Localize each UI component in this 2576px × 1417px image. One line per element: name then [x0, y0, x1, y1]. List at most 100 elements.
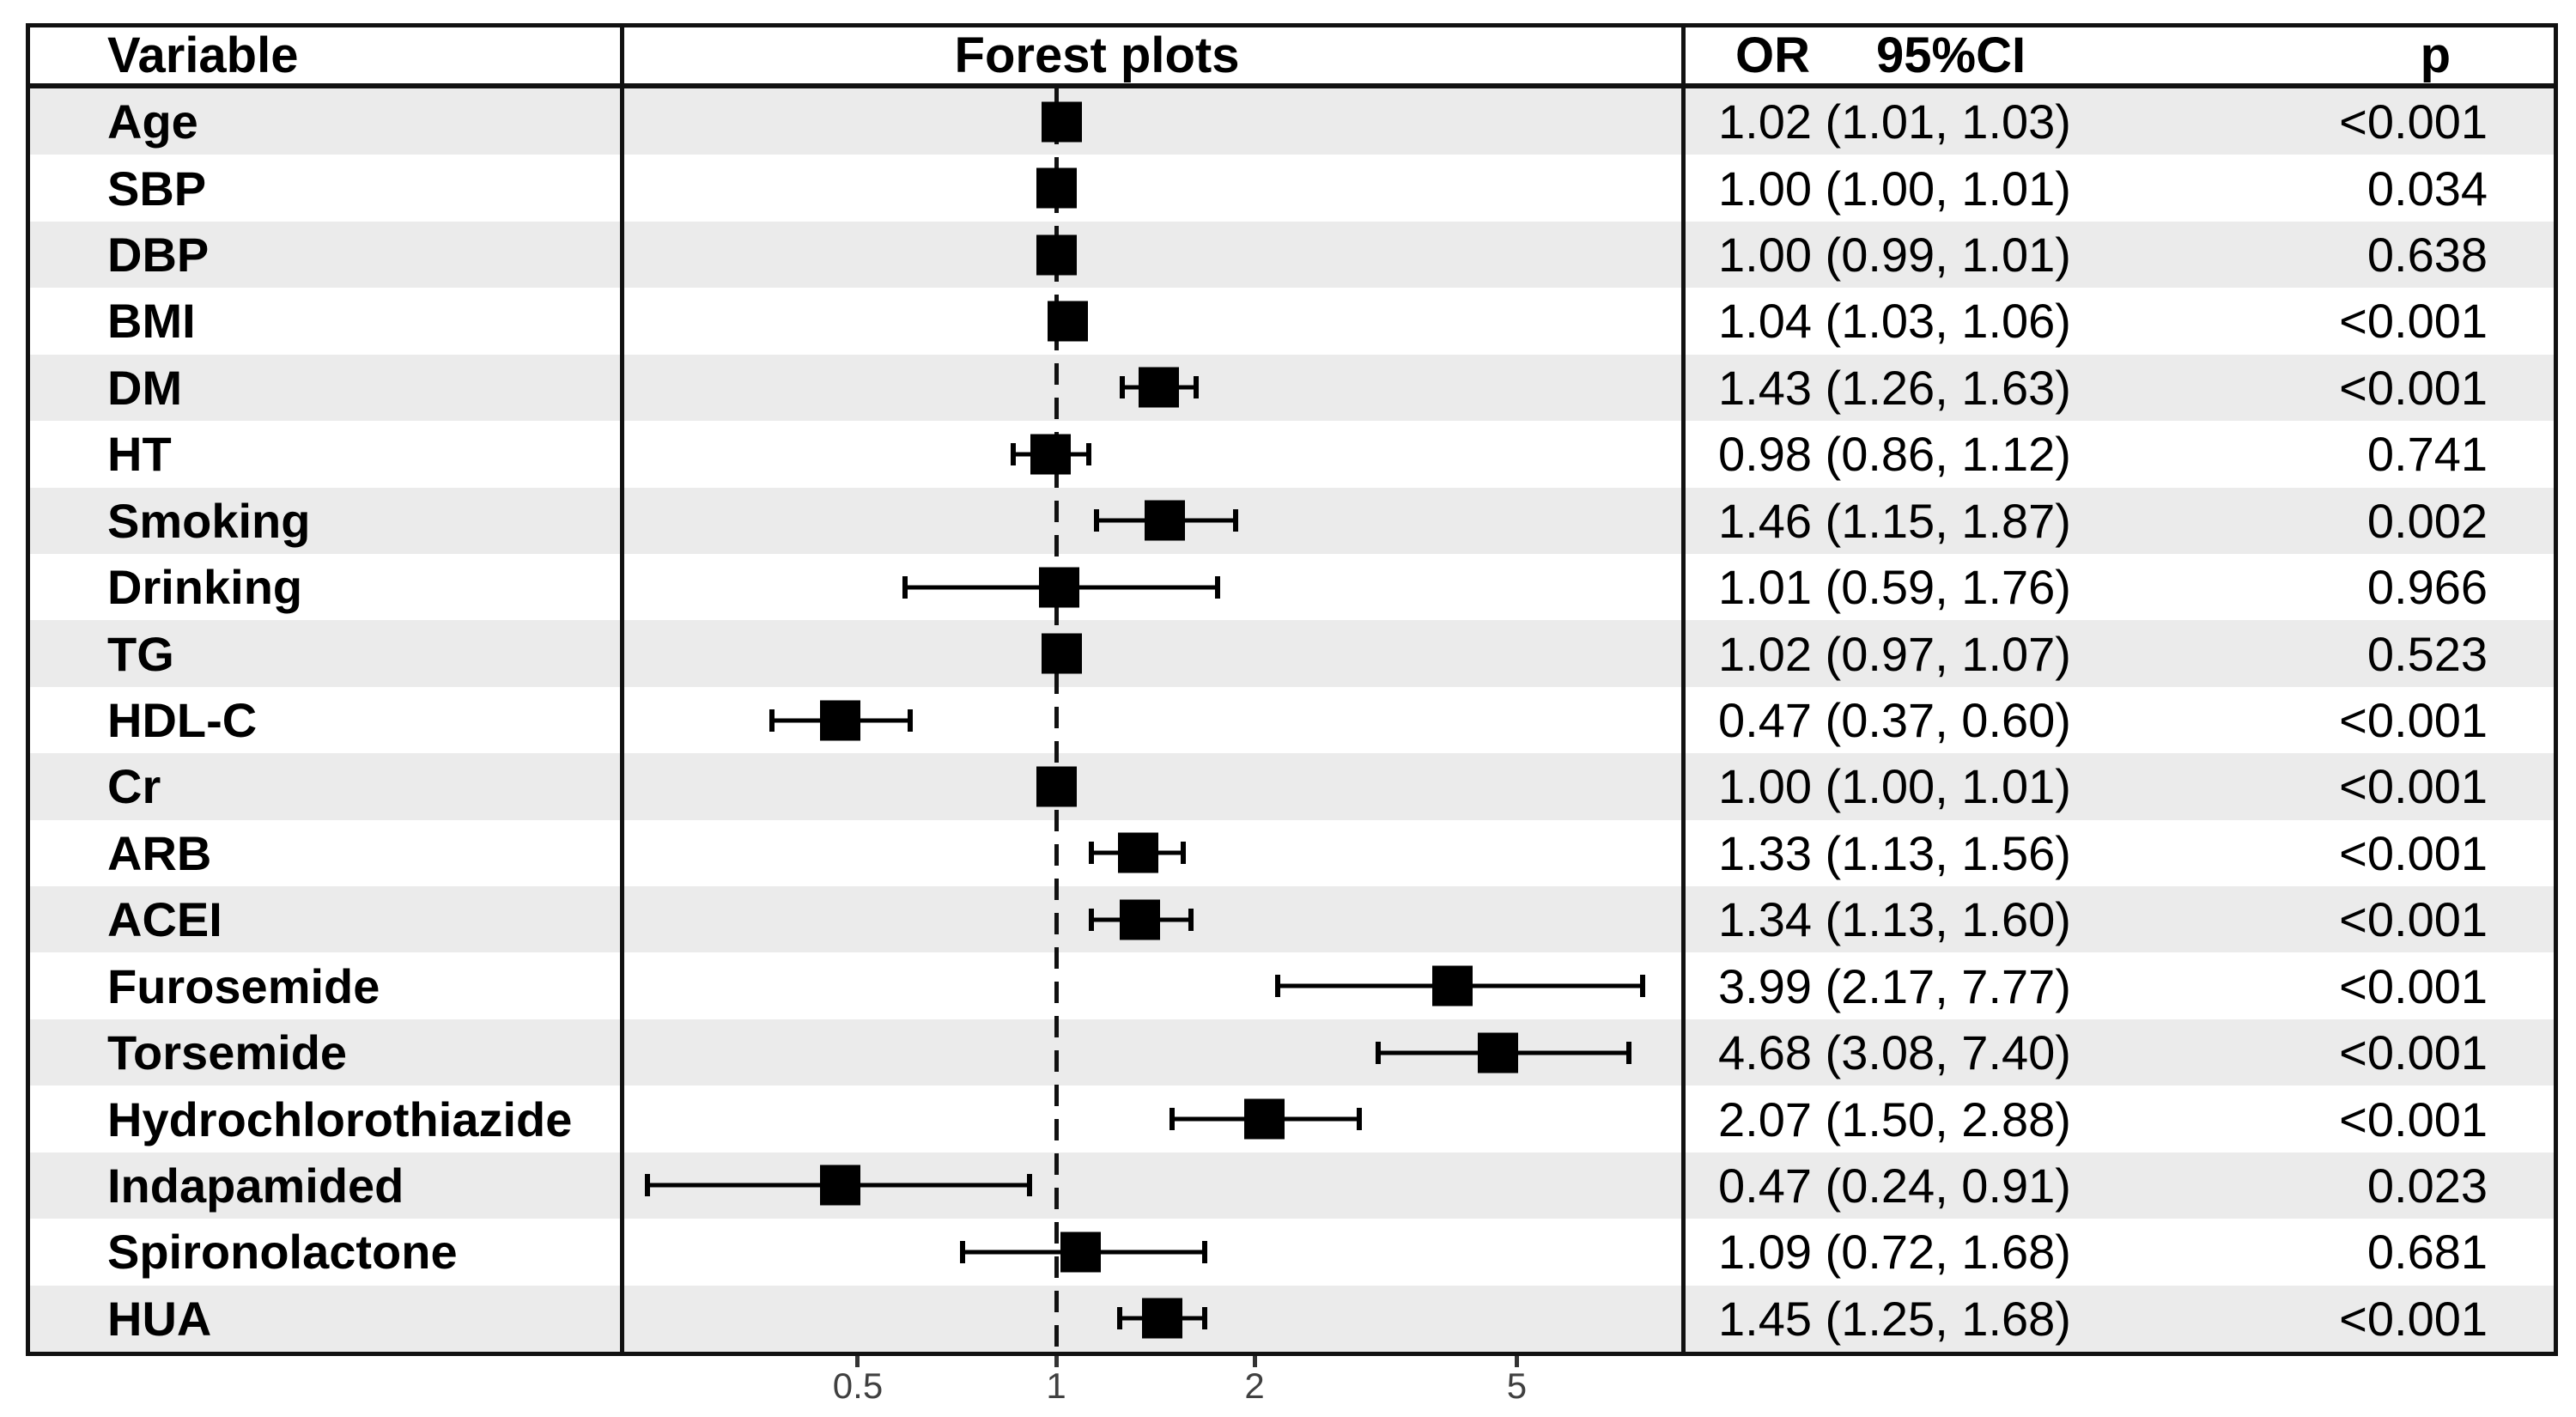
table-row: DBP 1.00 (0.99, 1.01) 0.638: [30, 221, 2554, 289]
ci-cap-right: [1188, 908, 1194, 931]
forest-plot-cell: [620, 1019, 1686, 1086]
forest-plot-cell: [620, 553, 1686, 621]
ci-cap-right: [1626, 1041, 1632, 1064]
p-value: <0.001: [2339, 360, 2488, 415]
forest-plot-cell: [620, 487, 1686, 554]
or-point-marker: [1120, 899, 1161, 940]
or-ci-value: 4.68 (3.08, 7.40): [1718, 1025, 2071, 1080]
header-p: p: [2420, 27, 2451, 83]
ci-cap-right: [1026, 1174, 1032, 1197]
table-row: HUA 1.45 (1.25, 1.68) <0.001: [30, 1285, 2554, 1353]
values-cell: 1.04 (1.03, 1.06) <0.001: [1686, 288, 2554, 354]
x-axis-tick-label: 2: [1244, 1365, 1265, 1406]
ci-cap-right: [1085, 442, 1091, 465]
or-point-marker: [1138, 367, 1179, 408]
or-ci-value: 1.00 (1.00, 1.01): [1718, 161, 2071, 216]
values-cell: 1.09 (0.72, 1.68) 0.681: [1686, 1219, 2554, 1285]
or-point-marker: [1142, 1298, 1183, 1339]
table-row: Smoking 1.46 (1.15, 1.87) 0.002: [30, 487, 2554, 554]
or-ci-value: 1.45 (1.25, 1.68): [1718, 1291, 2071, 1346]
p-value: <0.001: [2339, 958, 2488, 1013]
forest-plot-cell: [620, 288, 1686, 355]
p-value: 0.002: [2366, 493, 2488, 548]
or-point-marker: [1047, 301, 1088, 342]
or-point-marker: [1431, 965, 1473, 1006]
ci-cap-right: [907, 708, 913, 732]
x-axis-tick: [1054, 1356, 1059, 1367]
ci-cap-right: [1640, 975, 1646, 998]
ci-cap-right: [1201, 1240, 1207, 1263]
ci-cap-left: [1170, 1108, 1176, 1131]
p-value: <0.001: [2339, 1092, 2488, 1146]
or-ci-value: 1.04 (1.03, 1.06): [1718, 294, 2071, 349]
variable-label: BMI: [107, 294, 196, 349]
values-cell: 0.47 (0.37, 0.60) <0.001: [1686, 687, 2554, 753]
forest-plot-cell: [620, 819, 1686, 887]
p-value: 0.966: [2366, 560, 2488, 615]
table-row: Indapamided 0.47 (0.24, 0.91) 0.023: [30, 1152, 2554, 1219]
variable-label: ARB: [107, 825, 212, 880]
variable-label: Torsemide: [107, 1025, 348, 1080]
ci-cap-right: [1193, 376, 1199, 399]
forest-plot-cell: [620, 1152, 1686, 1219]
or-ci-value: 1.34 (1.13, 1.60): [1718, 892, 2071, 947]
x-axis-tick-label: 0.5: [832, 1365, 884, 1406]
variable-label: Indapamided: [107, 1158, 404, 1213]
values-cell: 1.34 (1.13, 1.60) <0.001: [1686, 886, 2554, 952]
x-axis-tick: [1252, 1356, 1257, 1367]
or-point-marker: [1042, 633, 1083, 674]
forest-plot-cell: [620, 1086, 1686, 1152]
or-ci-value: 1.02 (0.97, 1.07): [1718, 626, 2071, 681]
forest-plot-cell: [620, 1219, 1686, 1286]
variable-label: HUA: [107, 1291, 212, 1346]
table-row: Torsemide 4.68 (3.08, 7.40) <0.001: [30, 1019, 2554, 1086]
p-value: <0.001: [2339, 693, 2488, 747]
p-value: <0.001: [2339, 759, 2488, 814]
values-cell: 1.43 (1.26, 1.63) <0.001: [1686, 355, 2554, 421]
ci-cap-right: [1215, 575, 1221, 599]
or-ci-value: 1.02 (1.01, 1.03): [1718, 94, 2071, 149]
or-ci-value: 2.07 (1.50, 2.88): [1718, 1092, 2071, 1146]
reference-line: [1054, 88, 1059, 1352]
or-point-marker: [1477, 1032, 1518, 1073]
p-value: 0.023: [2366, 1158, 2488, 1213]
table-row: Age 1.02 (1.01, 1.03) <0.001: [30, 88, 2554, 155]
or-ci-value: 1.46 (1.15, 1.87): [1718, 493, 2071, 548]
table-row: DM 1.43 (1.26, 1.63) <0.001: [30, 354, 2554, 422]
header-right-group: OR 95%CI p: [1686, 27, 2554, 83]
p-value: <0.001: [2339, 94, 2488, 149]
table-row: SBP 1.00 (1.00, 1.01) 0.034: [30, 155, 2554, 222]
variable-label: Age: [107, 94, 198, 149]
or-ci-value: 1.00 (1.00, 1.01): [1718, 759, 2071, 814]
p-value: 0.523: [2366, 626, 2488, 681]
table-header-row: Variable Forest plots OR 95%CI p: [30, 27, 2554, 88]
p-value: <0.001: [2339, 1291, 2488, 1346]
or-ci-value: 1.00 (0.99, 1.01): [1718, 228, 2071, 283]
forest-plot-cell: [620, 620, 1686, 687]
forest-plot-cell: [620, 952, 1686, 1019]
or-point-marker: [1117, 832, 1158, 873]
variable-label: HDL-C: [107, 693, 258, 747]
ci-cap-left: [1010, 442, 1016, 465]
forest-plot-cell: [620, 886, 1686, 953]
values-cell: 2.07 (1.50, 2.88) <0.001: [1686, 1086, 2554, 1152]
table-row: Spironolactone 1.09 (0.72, 1.68) 0.681: [30, 1219, 2554, 1286]
values-cell: 1.01 (0.59, 1.76) 0.966: [1686, 554, 2554, 620]
or-ci-value: 3.99 (2.17, 7.77): [1718, 958, 2071, 1013]
or-ci-value: 1.09 (0.72, 1.68): [1718, 1225, 2071, 1280]
variable-label: ACEI: [107, 892, 222, 947]
or-point-marker: [1036, 234, 1077, 276]
forest-plot-cell: [620, 753, 1686, 820]
or-point-marker: [1243, 1098, 1285, 1140]
or-point-marker: [1030, 434, 1071, 475]
or-point-marker: [1036, 167, 1077, 209]
table-row: ARB 1.33 (1.13, 1.56) <0.001: [30, 819, 2554, 887]
p-value: <0.001: [2339, 294, 2488, 349]
or-point-marker: [1042, 101, 1083, 143]
variable-label: DBP: [107, 228, 210, 283]
variable-label: Cr: [107, 759, 161, 814]
p-value: 0.034: [2366, 161, 2488, 216]
p-value: 0.638: [2366, 228, 2488, 283]
variable-label: DM: [107, 360, 183, 415]
